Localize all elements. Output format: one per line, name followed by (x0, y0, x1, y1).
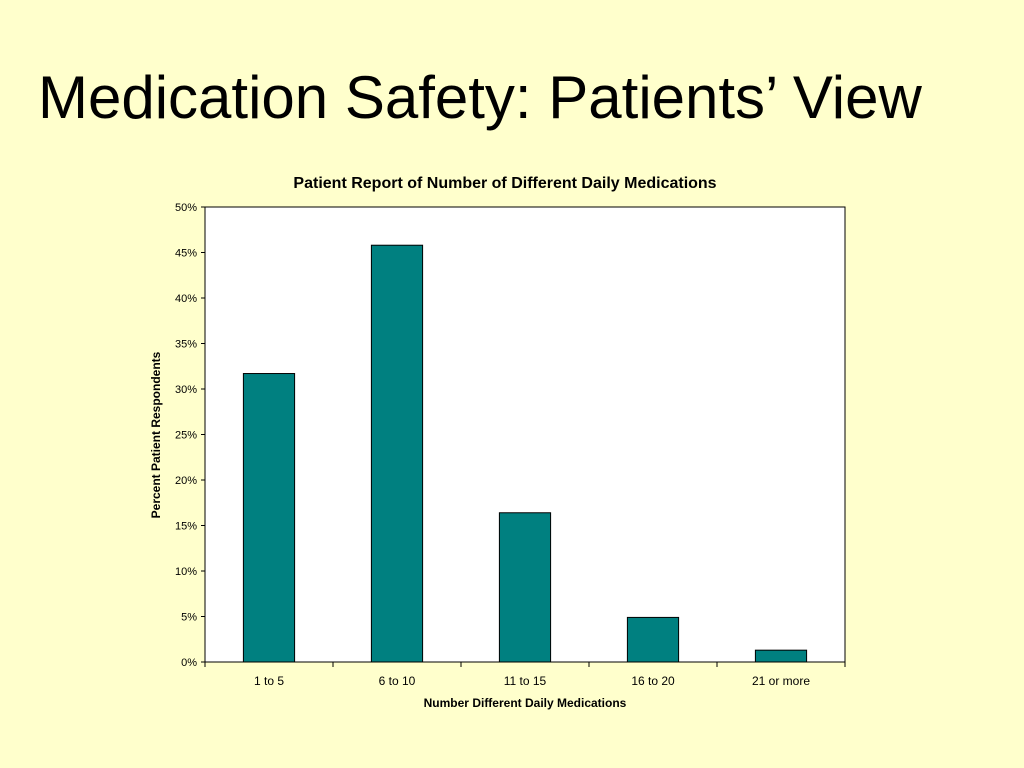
bar (626, 616, 680, 663)
y-tick-label: 20% (175, 475, 197, 487)
y-axis: 0% 5% 10% 15% 20% 25% 30% 35% 40% 45% 50% (175, 202, 205, 669)
y-tick-label: 40% (175, 293, 197, 305)
bars (242, 244, 808, 663)
chart-title: Patient Report of Number of Different Da… (293, 175, 716, 192)
y-tick-label: 0% (181, 657, 197, 669)
bar (242, 373, 296, 663)
x-axis: 1 to 5 6 to 10 11 to 15 16 to 20 21 or more (204, 662, 846, 688)
x-axis-label: Number Different Daily Medications (424, 696, 627, 710)
bar (754, 649, 808, 663)
y-tick-label: 25% (175, 430, 197, 442)
y-tick-label: 50% (175, 202, 197, 214)
x-tick-label: 1 to 5 (254, 674, 284, 688)
y-tick-label: 10% (175, 566, 197, 578)
y-tick-label: 15% (175, 521, 197, 533)
x-tick-label: 6 to 10 (379, 674, 416, 688)
y-tick-label: 35% (175, 339, 197, 351)
bar (498, 512, 552, 663)
y-axis-label: Percent Patient Respondents (149, 351, 163, 518)
x-tick-label: 11 to 15 (504, 674, 547, 688)
x-tick-label: 21 or more (752, 674, 810, 688)
slide-title: Medication Safety: Patients’ View (38, 64, 922, 131)
x-tick-label: 16 to 20 (631, 674, 675, 688)
y-tick-label: 45% (175, 248, 197, 260)
y-tick-label: 5% (181, 612, 197, 624)
y-tick-label: 30% (175, 384, 197, 396)
bar (370, 244, 424, 663)
